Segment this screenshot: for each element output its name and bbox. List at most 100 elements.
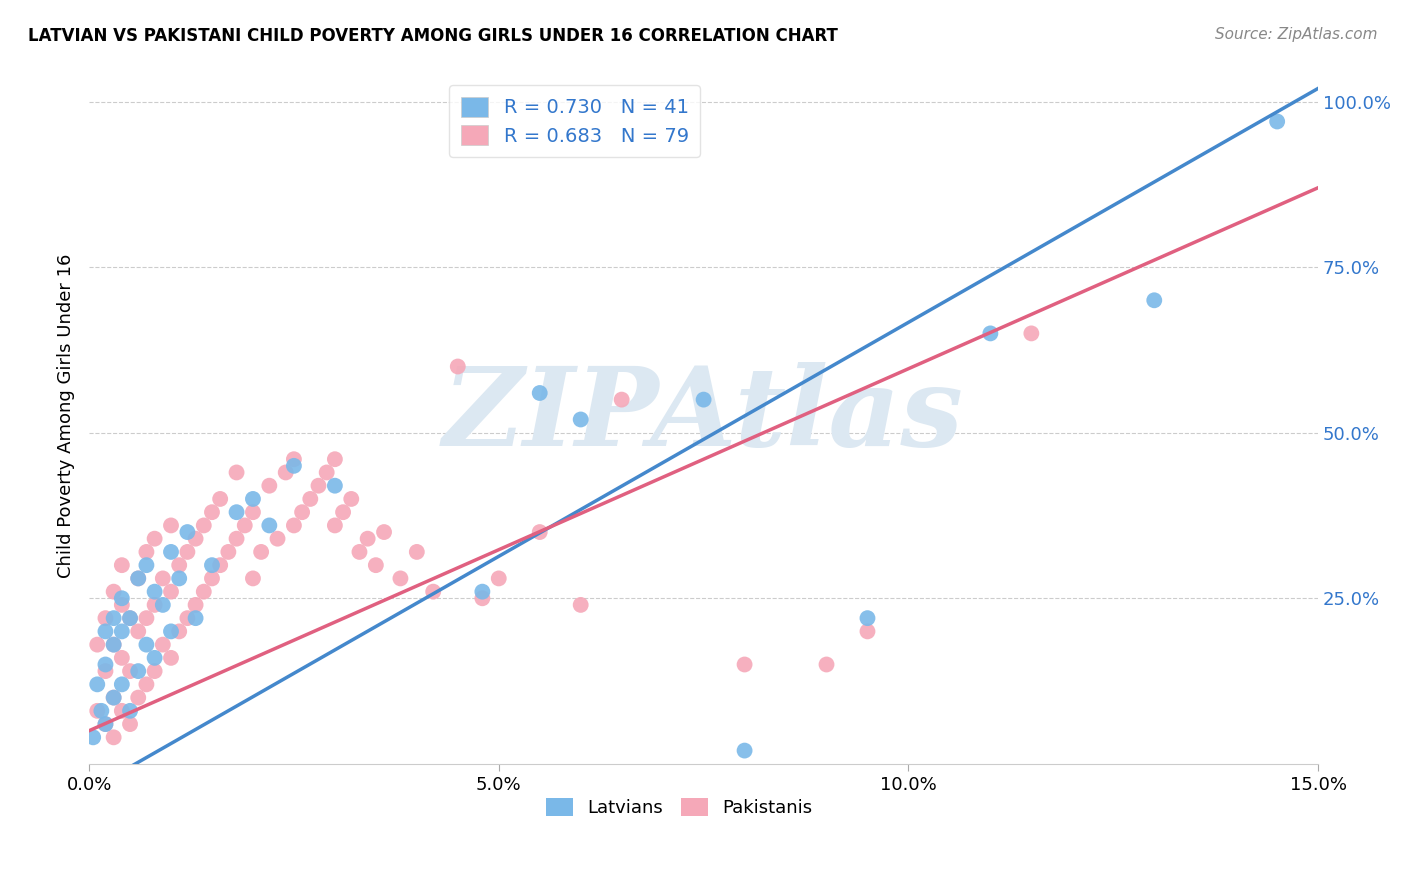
Point [856, 611, 879, 625]
Point [283, 452, 305, 467]
Point [118, 704, 141, 718]
Point [405, 545, 427, 559]
Point [569, 598, 592, 612]
Text: ZIPAtlas: ZIPAtlas [443, 362, 965, 470]
Point [291, 505, 314, 519]
Point [233, 518, 256, 533]
Point [1265, 114, 1288, 128]
Point [118, 717, 141, 731]
Point [86, 704, 108, 718]
Point [176, 611, 198, 625]
Point [160, 545, 183, 559]
Point [94, 717, 117, 731]
Point [160, 584, 183, 599]
Point [135, 611, 157, 625]
Point [103, 638, 125, 652]
Point [103, 690, 125, 705]
Point [225, 505, 247, 519]
Point [209, 491, 232, 506]
Point [201, 571, 224, 585]
Point [201, 558, 224, 573]
Point [242, 571, 264, 585]
Point [94, 624, 117, 639]
Point [167, 558, 190, 573]
Point [529, 386, 551, 401]
Point [103, 690, 125, 705]
Point [103, 731, 125, 745]
Point [103, 611, 125, 625]
Point [349, 545, 371, 559]
Point [364, 558, 387, 573]
Point [152, 571, 174, 585]
Point [90, 704, 112, 718]
Point [315, 466, 337, 480]
Point [356, 532, 378, 546]
Legend: Latvians, Pakistanis: Latvians, Pakistanis [538, 790, 820, 824]
Point [143, 598, 166, 612]
Point [143, 664, 166, 678]
Point [471, 584, 494, 599]
Text: Source: ZipAtlas.com: Source: ZipAtlas.com [1215, 27, 1378, 42]
Point [323, 479, 346, 493]
Point [111, 598, 134, 612]
Point [734, 657, 756, 672]
Point [471, 591, 494, 606]
Text: LATVIAN VS PAKISTANI CHILD POVERTY AMONG GIRLS UNDER 16 CORRELATION CHART: LATVIAN VS PAKISTANI CHILD POVERTY AMONG… [28, 27, 838, 45]
Point [82, 731, 104, 745]
Point [86, 677, 108, 691]
Point [488, 571, 510, 585]
Point [217, 545, 239, 559]
Point [94, 657, 117, 672]
Point [389, 571, 412, 585]
Point [193, 518, 215, 533]
Point [118, 611, 141, 625]
Point [135, 545, 157, 559]
Point [160, 651, 183, 665]
Point [225, 532, 247, 546]
Point [1021, 326, 1043, 341]
Y-axis label: Child Poverty Among Girls Under 16: Child Poverty Among Girls Under 16 [58, 254, 75, 578]
Point [184, 532, 207, 546]
Point [94, 664, 117, 678]
Point [160, 518, 183, 533]
Point [135, 638, 157, 652]
Point [266, 532, 288, 546]
Point [103, 584, 125, 599]
Point [176, 524, 198, 539]
Point [1143, 293, 1166, 308]
Point [569, 412, 592, 426]
Point [209, 558, 232, 573]
Point [242, 491, 264, 506]
Point [176, 545, 198, 559]
Point [422, 584, 444, 599]
Point [692, 392, 714, 407]
Point [225, 466, 247, 480]
Point [734, 743, 756, 757]
Point [127, 571, 149, 585]
Point [86, 638, 108, 652]
Point [259, 479, 281, 493]
Point [856, 624, 879, 639]
Point [143, 651, 166, 665]
Point [979, 326, 1001, 341]
Point [127, 624, 149, 639]
Point [193, 584, 215, 599]
Point [143, 584, 166, 599]
Point [308, 479, 330, 493]
Point [274, 466, 297, 480]
Point [111, 704, 134, 718]
Point [143, 532, 166, 546]
Point [118, 664, 141, 678]
Point [250, 545, 273, 559]
Point [111, 677, 134, 691]
Point [127, 571, 149, 585]
Point [152, 638, 174, 652]
Point [447, 359, 470, 374]
Point [94, 611, 117, 625]
Point [135, 558, 157, 573]
Point [127, 664, 149, 678]
Point [111, 591, 134, 606]
Point [184, 611, 207, 625]
Point [323, 452, 346, 467]
Point [111, 651, 134, 665]
